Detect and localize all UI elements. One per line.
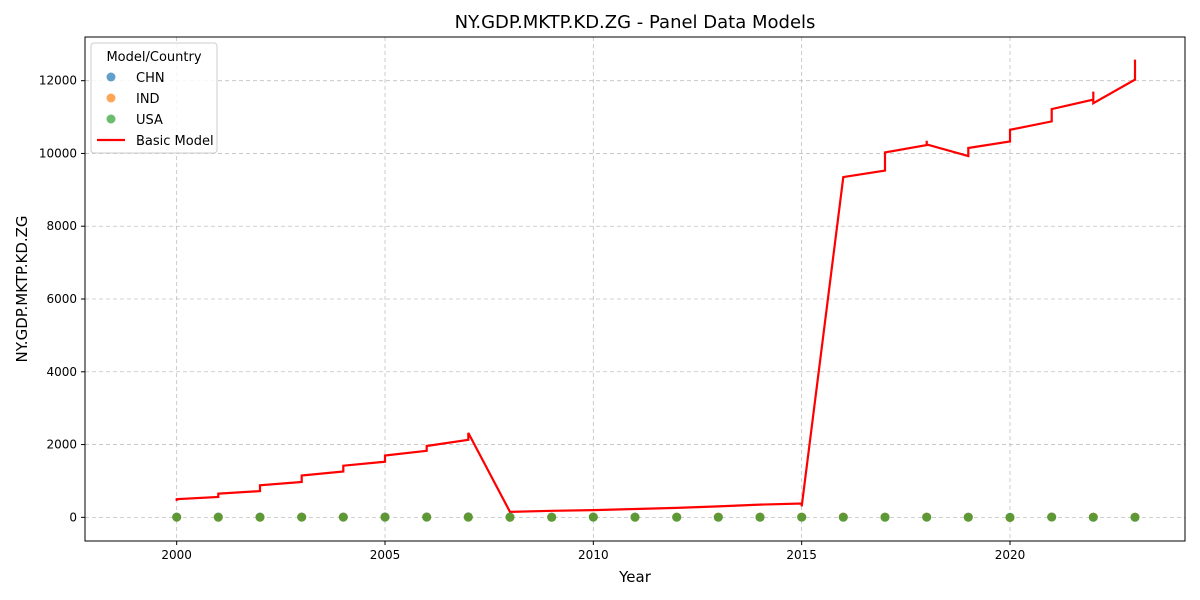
x-tick-label: 2015 <box>786 548 817 562</box>
y-axis-ticks: 0 2000 4000 6000 8000 10000 12000 <box>39 74 85 524</box>
y-tick-label: 4000 <box>46 365 77 379</box>
legend-label-ind: IND <box>136 92 160 107</box>
legend-label-chn: CHN <box>136 71 165 86</box>
x-tick-label: 2010 <box>578 548 609 562</box>
point-usa <box>380 512 390 522</box>
y-tick-label: 10000 <box>39 146 77 160</box>
point-usa <box>172 512 182 522</box>
legend-title: Model/Country <box>106 50 201 65</box>
point-usa <box>1005 512 1015 522</box>
point-usa <box>422 512 432 522</box>
point-usa <box>255 512 265 522</box>
legend-marker-ind <box>106 93 116 103</box>
point-usa <box>1047 512 1057 522</box>
x-tick-label: 2000 <box>161 548 192 562</box>
y-tick-label: 6000 <box>46 292 77 306</box>
point-usa <box>213 512 223 522</box>
x-tick-label: 2005 <box>370 548 401 562</box>
point-usa <box>297 512 307 522</box>
point-usa <box>505 512 515 522</box>
line-series-group <box>175 59 1137 514</box>
point-usa <box>630 512 640 522</box>
point-usa <box>338 512 348 522</box>
y-tick-label: 0 <box>69 510 77 524</box>
point-usa <box>588 512 598 522</box>
point-usa <box>922 512 932 522</box>
y-tick-label: 8000 <box>46 219 77 233</box>
y-tick-label: 2000 <box>46 438 77 452</box>
legend-marker-usa <box>106 114 116 124</box>
legend-items: CHN IND USA Basic Model <box>97 71 214 149</box>
point-usa <box>797 512 807 522</box>
point-usa <box>713 512 723 522</box>
point-usa <box>755 512 765 522</box>
point-usa <box>463 512 473 522</box>
legend-label-usa: USA <box>136 113 163 128</box>
y-axis-label: NY.GDP.MKTP.KD.ZG <box>13 215 31 362</box>
scatter-series-group <box>172 512 1140 523</box>
point-usa <box>672 512 682 522</box>
chart-title: NY.GDP.MKTP.KD.ZG - Panel Data Models <box>455 12 816 33</box>
point-usa <box>1130 512 1140 522</box>
point-usa <box>1088 512 1098 522</box>
point-usa <box>963 512 973 522</box>
y-tick-label: 12000 <box>39 74 77 88</box>
legend-label-basic-model: Basic Model <box>136 134 214 149</box>
line-basic-model <box>175 59 1137 514</box>
legend-marker-chn <box>106 72 116 82</box>
legend-box <box>90 42 218 154</box>
legend: Model/Country CHN IND USA Basic Model <box>90 42 218 154</box>
point-usa <box>880 512 890 522</box>
point-usa <box>547 512 557 522</box>
x-axis-ticks: 2000 2005 2010 2015 2020 <box>161 541 1025 562</box>
x-axis-label: Year <box>618 568 652 586</box>
point-usa <box>838 512 848 522</box>
plot-frame <box>84 36 1186 542</box>
x-tick-label: 2020 <box>995 548 1026 562</box>
